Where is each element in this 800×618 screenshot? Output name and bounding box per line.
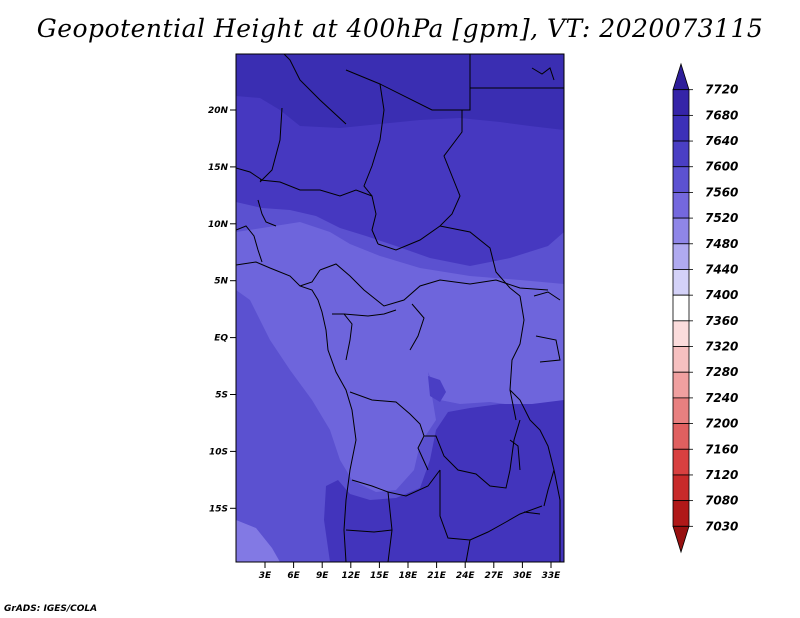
longitude-label: 27E: [484, 571, 504, 581]
latitude-label: 15S: [209, 504, 228, 514]
colorbar-swatch: [672, 217, 690, 245]
colorbar-label: 7600: [705, 160, 738, 174]
longitude-label: 30E: [513, 571, 533, 581]
field-band-7520: [236, 222, 564, 492]
field-patch: [428, 376, 446, 402]
longitude-label: 6E: [287, 571, 300, 581]
latitude-label: 5N: [214, 277, 228, 287]
colorbar-label: 7520: [705, 211, 738, 225]
colorbar-swatch: [672, 397, 690, 424]
longitude-axis: 3E 6E 9E 12E 15E 18E 21E 24E 27E 30E 33E: [259, 562, 561, 581]
longitude-label: 12E: [341, 571, 361, 581]
longitude-label: 21E: [427, 571, 447, 581]
longitude-label: 33E: [542, 571, 562, 581]
colorbar-swatch: [672, 320, 690, 347]
colorbar-swatch: [672, 371, 690, 399]
colorbar-swatch: [672, 500, 690, 527]
latitude-label: 5S: [215, 391, 228, 401]
longitude-label: 3E: [259, 571, 272, 581]
colorbar-label: 7030: [705, 519, 738, 533]
latitude-axis: 20N 15N 10N 5N EQ 5S 10S 15S: [208, 106, 236, 514]
map-title: Geopotential Height at 400hPa [gpm], VT:…: [36, 14, 764, 43]
colorbar-label: 7160: [705, 442, 738, 456]
colorbar-label: 7240: [705, 391, 738, 405]
latitude-label: 10S: [209, 447, 228, 457]
colorbar-label: 7640: [705, 134, 738, 148]
colorbar-label: 7360: [705, 314, 738, 328]
colorbar-label: 7120: [705, 468, 738, 482]
colorbar-swatch: [672, 346, 690, 373]
colorbar-swatch: [672, 269, 690, 296]
longitude-label: 24E: [456, 571, 476, 581]
colorbar-swatch: [672, 474, 690, 502]
longitude-label: 15E: [370, 571, 390, 581]
longitude-label: 18E: [399, 571, 419, 581]
colorbar-label: 7440: [705, 262, 738, 276]
colorbar-label: 7280: [705, 365, 738, 379]
latitude-label: 10N: [208, 220, 229, 230]
colorbar-label: 7200: [705, 417, 738, 431]
colorbar-swatch: [672, 525, 690, 554]
colorbar-swatch: [672, 448, 690, 476]
colorbar-swatch: [672, 243, 690, 270]
grads-credit: GrADS: IGES/COLA: [4, 604, 98, 614]
latitude-label: EQ: [214, 334, 228, 344]
country-borders: [236, 54, 564, 562]
field-band-7600-south: [324, 400, 564, 562]
colorbar-label: 7560: [705, 185, 738, 199]
colorbar-label: 7680: [705, 108, 738, 122]
colorbar-swatch: [672, 192, 690, 219]
colorbar-swatch: [672, 114, 690, 142]
colorbar-label: 7720: [705, 83, 738, 97]
colorbar-swatch: [672, 423, 690, 450]
colorbar-swatch: [672, 62, 690, 91]
colorbar-swatch: [672, 166, 690, 193]
colorbar-swatch: [672, 294, 690, 322]
field-band-7640: [236, 54, 564, 130]
longitude-label: 9E: [316, 571, 329, 581]
colorbar-swatch: [672, 89, 690, 116]
colorbar: 7720 7680 7640 7600 7560 7520 7480 7440 7400 7360…: [672, 62, 738, 554]
colorbar-label: 7480: [705, 237, 738, 251]
map-frame: [235, 53, 565, 563]
latitude-label: 15N: [208, 163, 229, 173]
field-band-7480: [236, 520, 280, 562]
colorbar-label: 7400: [705, 288, 738, 302]
height-field: [236, 54, 564, 562]
colorbar-label: 7080: [705, 494, 738, 508]
colorbar-swatch: [672, 140, 690, 168]
colorbar-label: 7320: [705, 340, 738, 354]
latitude-label: 20N: [208, 106, 229, 116]
